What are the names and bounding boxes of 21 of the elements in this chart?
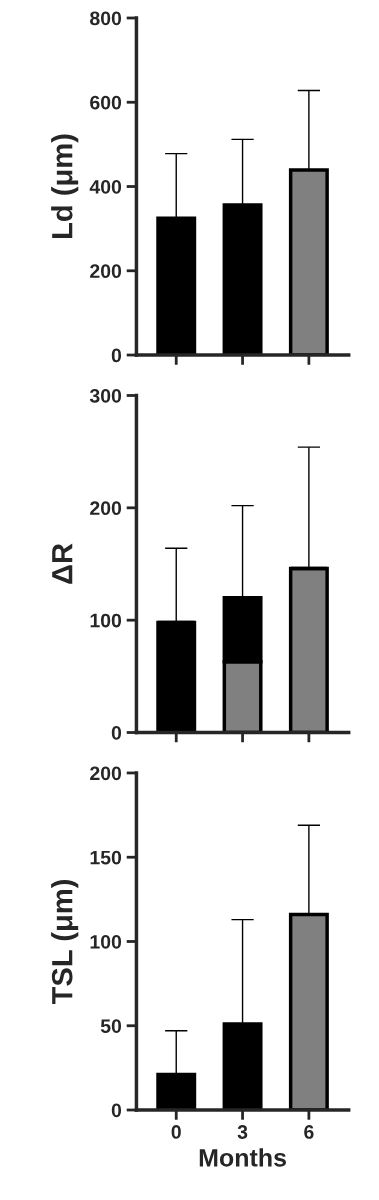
y-tick-label: 200 [90,264,122,279]
y-tick-label: 50 [100,1019,122,1033]
x-tick-label: 0 [171,1125,181,1139]
y-tick-label: 0 [111,725,122,740]
y-tick-label: 200 [90,501,122,516]
y-tick-label: 200 [90,766,122,781]
y-tick-label: 150 [90,850,122,865]
y-axis-title: ΔR [52,543,73,584]
y-tick-label: 100 [90,934,122,949]
y-tick-label: 400 [89,179,122,194]
y-tick-label: 300 [89,388,122,403]
x-axis-title: Months [199,1148,286,1167]
y-axis-title: Ld (μm) [51,134,79,239]
y-tick-label: 600 [90,95,122,110]
y-tick-label: 0 [111,1103,122,1118]
x-tick-label: 6 [304,1125,314,1139]
y-tick-label: 0 [111,348,122,363]
x-tick-label: 3 [237,1125,248,1139]
y-tick-label: 100 [90,613,122,628]
y-tick-label: 800 [90,11,122,26]
y-axis-title: TSL (μm) [51,879,79,1005]
